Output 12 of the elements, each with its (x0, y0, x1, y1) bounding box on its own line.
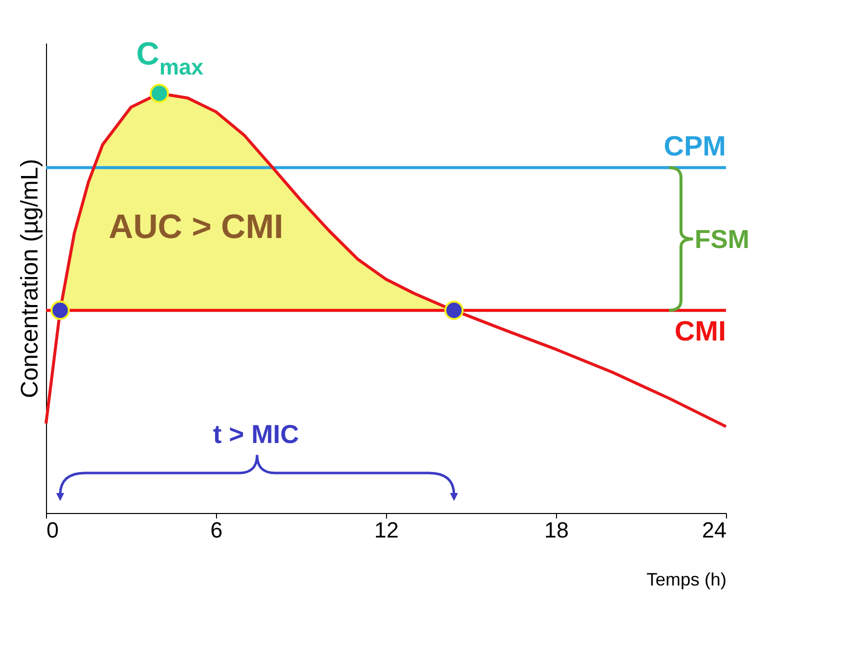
y-axis-title: Concentration (µg/mL) (16, 158, 44, 398)
annotation: AUC > CMI (108, 208, 284, 246)
x-tick-label: 18 (544, 518, 569, 542)
annotation: FSM (694, 224, 750, 254)
ref-line-label: CPM (664, 130, 726, 162)
annotation: t > MIC (213, 419, 300, 449)
x-tick-label: 12 (374, 518, 399, 542)
x-tick-label: 0 (46, 518, 59, 542)
ref-line-label: CMI (674, 315, 726, 346)
x-axis-title: Temps (h) (646, 570, 726, 590)
x-tick-label: 6 (210, 518, 223, 542)
x-tick-label: 24 (702, 518, 726, 542)
